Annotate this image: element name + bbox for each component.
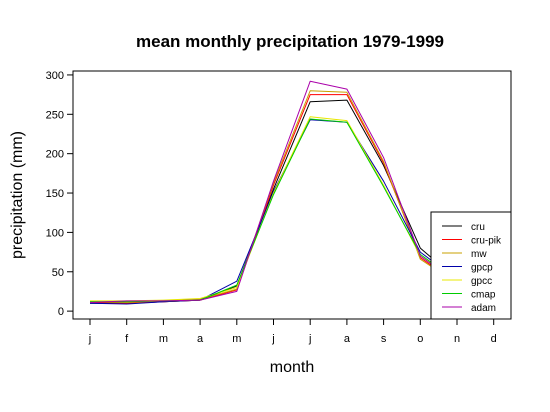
series-layer bbox=[89, 80, 494, 305]
y-axis-title: precipitation (mm) bbox=[9, 131, 26, 259]
legend-label-adam: adam bbox=[471, 303, 496, 314]
legend-label-cru: cru bbox=[471, 222, 485, 233]
x-tick-label: m bbox=[159, 333, 168, 345]
series-line-adam bbox=[89, 80, 494, 303]
x-axis-title: month bbox=[270, 359, 314, 376]
chart-title: mean monthly precipitation 1979-1999 bbox=[136, 32, 444, 51]
x-tick-label: d bbox=[491, 333, 497, 345]
x-tick-label: s bbox=[381, 333, 387, 345]
x-tick-label: o bbox=[417, 333, 423, 345]
legend-label-gpcc: gpcc bbox=[471, 276, 492, 287]
y-tick-label: 200 bbox=[46, 149, 64, 161]
y-tick-label: 300 bbox=[46, 70, 64, 82]
y-axis: 0 50 100 150 200 250 300 bbox=[46, 70, 73, 318]
y-tick-label: 100 bbox=[46, 227, 64, 239]
x-tick-label: j bbox=[271, 333, 274, 345]
y-tick-label: 250 bbox=[46, 109, 64, 121]
x-tick-label: m bbox=[232, 333, 241, 345]
legend: cru cru-pik mw gpcp gpcc cmap adam bbox=[430, 211, 512, 320]
x-tick-label: j bbox=[308, 333, 311, 345]
x-tick-label: j bbox=[88, 333, 91, 345]
legend-label-cru-pik: cru-pik bbox=[471, 236, 502, 247]
y-tick-label: 50 bbox=[52, 267, 64, 279]
y-tick-label: 0 bbox=[58, 306, 64, 318]
plot-frame bbox=[72, 70, 512, 320]
legend-label-cmap: cmap bbox=[471, 290, 496, 301]
legend-box bbox=[430, 211, 512, 320]
legend-label-mw: mw bbox=[471, 249, 487, 260]
x-tick-label: n bbox=[454, 333, 460, 345]
y-tick-label: 150 bbox=[46, 188, 64, 200]
legend-label-gpcp: gpcp bbox=[471, 263, 493, 274]
x-tick-label: f bbox=[125, 333, 129, 345]
x-tick-label: a bbox=[197, 333, 204, 345]
x-tick-label: a bbox=[344, 333, 351, 345]
